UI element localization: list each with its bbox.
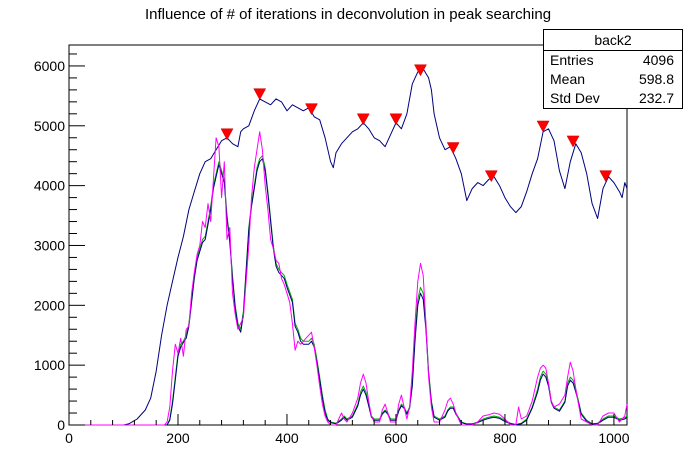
stats-row-entries: Entries 4096 [544,51,682,70]
series-line-2 [69,158,628,426]
peak-marker [253,88,267,101]
x-tick-label: 800 [493,430,517,446]
x-tick-label: 0 [65,430,73,446]
peak-marker [414,64,427,77]
y-tick-label: 2000 [34,297,65,313]
y-tick-label: 5000 [34,118,65,134]
series-line-1 [69,155,628,426]
y-tick-label: 3000 [34,237,65,253]
stats-box-name: back2 [544,30,682,51]
x-tick-label: 200 [166,430,190,446]
stats-value: 4096 [642,52,674,68]
peak-marker [484,170,498,183]
peak-marker [356,113,370,126]
series-line-0 [69,68,628,426]
axes: 0 200 400 600 800 1000 0 1000 2000 3000 4000 5000 60… [34,53,630,446]
y-tick-label: 4000 [34,178,65,194]
y-tick-label: 6000 [34,58,65,74]
x-tick-label: 1000 [598,430,629,446]
stats-row-stddev: Std Dev 232.7 [544,89,682,108]
stats-label: Entries [550,52,594,68]
stats-label: Mean [550,71,586,87]
y-tick-label: 0 [57,417,65,433]
peak-marker [599,170,613,183]
stats-value: 232.7 [638,90,674,106]
series-line-3 [69,131,628,426]
peak-marker [389,113,403,126]
peak-marker [446,142,460,155]
stats-label: Std Dev [550,90,600,106]
plot-frame [68,44,628,426]
peak-marker [566,135,580,148]
series-layer [69,68,628,426]
peak-marker [220,128,234,141]
chart-title: Influence of # of iterations in deconvol… [144,6,552,23]
stats-box: back2 Entries 4096 Mean 598.8 Std Dev 23… [543,29,683,109]
y-tick-label: 1000 [34,357,65,373]
peak-marker [305,103,318,116]
stats-row-mean: Mean 598.8 [544,70,682,89]
stats-value: 598.8 [638,71,674,87]
peak-markers [220,64,613,183]
peak-marker [536,120,550,133]
x-tick-label: 600 [384,430,408,446]
x-tick-label: 400 [275,430,299,446]
